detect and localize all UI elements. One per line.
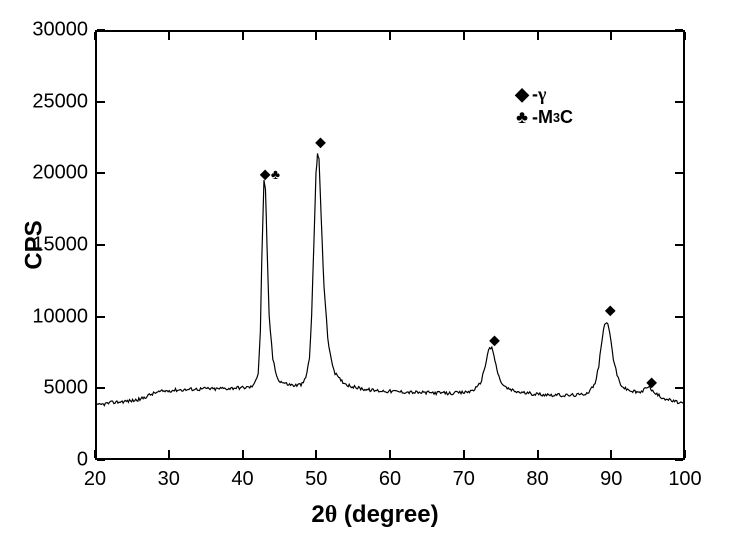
y-tick-mark — [97, 244, 105, 246]
x-tick-label: 80 — [526, 468, 548, 491]
club-icon: ♣ — [513, 107, 531, 128]
y-tick-label: 20000 — [32, 162, 88, 185]
x-tick-mark — [168, 450, 170, 458]
y-tick-mark — [97, 316, 105, 318]
club-icon: ♣ — [271, 166, 280, 182]
diamond-icon: ◆ — [646, 373, 657, 390]
y-axis-label: CPS — [21, 220, 49, 269]
legend-label-sub3: 3 — [553, 111, 560, 125]
x-tick-mark — [610, 450, 612, 458]
x-tick-mark — [684, 450, 686, 458]
x-tick-mark — [94, 32, 96, 40]
x-tick-mark — [537, 450, 539, 458]
y-tick-mark — [97, 172, 105, 174]
legend-label-m: M — [538, 107, 553, 128]
diamond-icon: ◆ — [605, 302, 616, 319]
y-tick-mark — [675, 244, 683, 246]
legend-item-gamma: ◆ - γ — [513, 84, 573, 105]
y-tick-mark — [675, 459, 683, 461]
x-tick-mark — [242, 450, 244, 458]
x-axis-label: 2θ (degree) — [311, 501, 438, 529]
x-tick-mark — [463, 32, 465, 40]
data-line-svg — [97, 32, 683, 458]
diamond-icon: ◆ — [513, 84, 531, 105]
chart-plot-area: ◆♣◆◆◆◆ ◆ - γ ♣ - M3C — [95, 30, 685, 460]
x-tick-mark — [610, 32, 612, 40]
legend-label-c: C — [560, 107, 573, 128]
legend-item-m3c: ♣ - M3C — [513, 107, 573, 128]
plot-border: ◆♣◆◆◆◆ ◆ - γ ♣ - M3C — [95, 30, 685, 460]
legend: ◆ - γ ♣ - M3C — [513, 84, 573, 130]
x-tick-mark — [94, 450, 96, 458]
y-tick-label: 5000 — [44, 377, 89, 400]
x-tick-label: 50 — [305, 468, 327, 491]
x-tick-mark — [463, 450, 465, 458]
x-tick-mark — [684, 32, 686, 40]
y-tick-label: 25000 — [32, 90, 88, 113]
x-tick-mark — [389, 32, 391, 40]
diamond-icon: ◆ — [315, 134, 326, 151]
diamond-icon: ◆ — [260, 165, 271, 182]
x-tick-mark — [242, 32, 244, 40]
x-tick-label: 70 — [453, 468, 475, 491]
y-tick-mark — [97, 387, 105, 389]
x-tick-label: 40 — [231, 468, 253, 491]
x-axis-label-suffix: (degree) — [337, 501, 438, 528]
x-tick-mark — [389, 450, 391, 458]
y-tick-mark — [97, 459, 105, 461]
x-axis-label-prefix: 2 — [311, 501, 324, 528]
y-tick-mark — [675, 29, 683, 31]
y-tick-mark — [675, 101, 683, 103]
y-tick-mark — [97, 29, 105, 31]
y-tick-mark — [675, 387, 683, 389]
y-tick-label: 10000 — [32, 305, 88, 328]
x-tick-label: 100 — [668, 468, 701, 491]
x-tick-label: 20 — [84, 468, 106, 491]
x-tick-mark — [315, 450, 317, 458]
legend-label-gamma: γ — [538, 84, 546, 105]
x-tick-label: 30 — [158, 468, 180, 491]
x-tick-mark — [537, 32, 539, 40]
x-tick-mark — [315, 32, 317, 40]
y-tick-mark — [97, 101, 105, 103]
x-tick-label: 60 — [379, 468, 401, 491]
y-tick-mark — [675, 172, 683, 174]
y-tick-label: 30000 — [32, 19, 88, 42]
x-axis-label-theta: θ — [325, 502, 338, 528]
diamond-icon: ◆ — [489, 332, 500, 349]
x-tick-label: 90 — [600, 468, 622, 491]
x-tick-mark — [168, 32, 170, 40]
y-tick-mark — [675, 316, 683, 318]
